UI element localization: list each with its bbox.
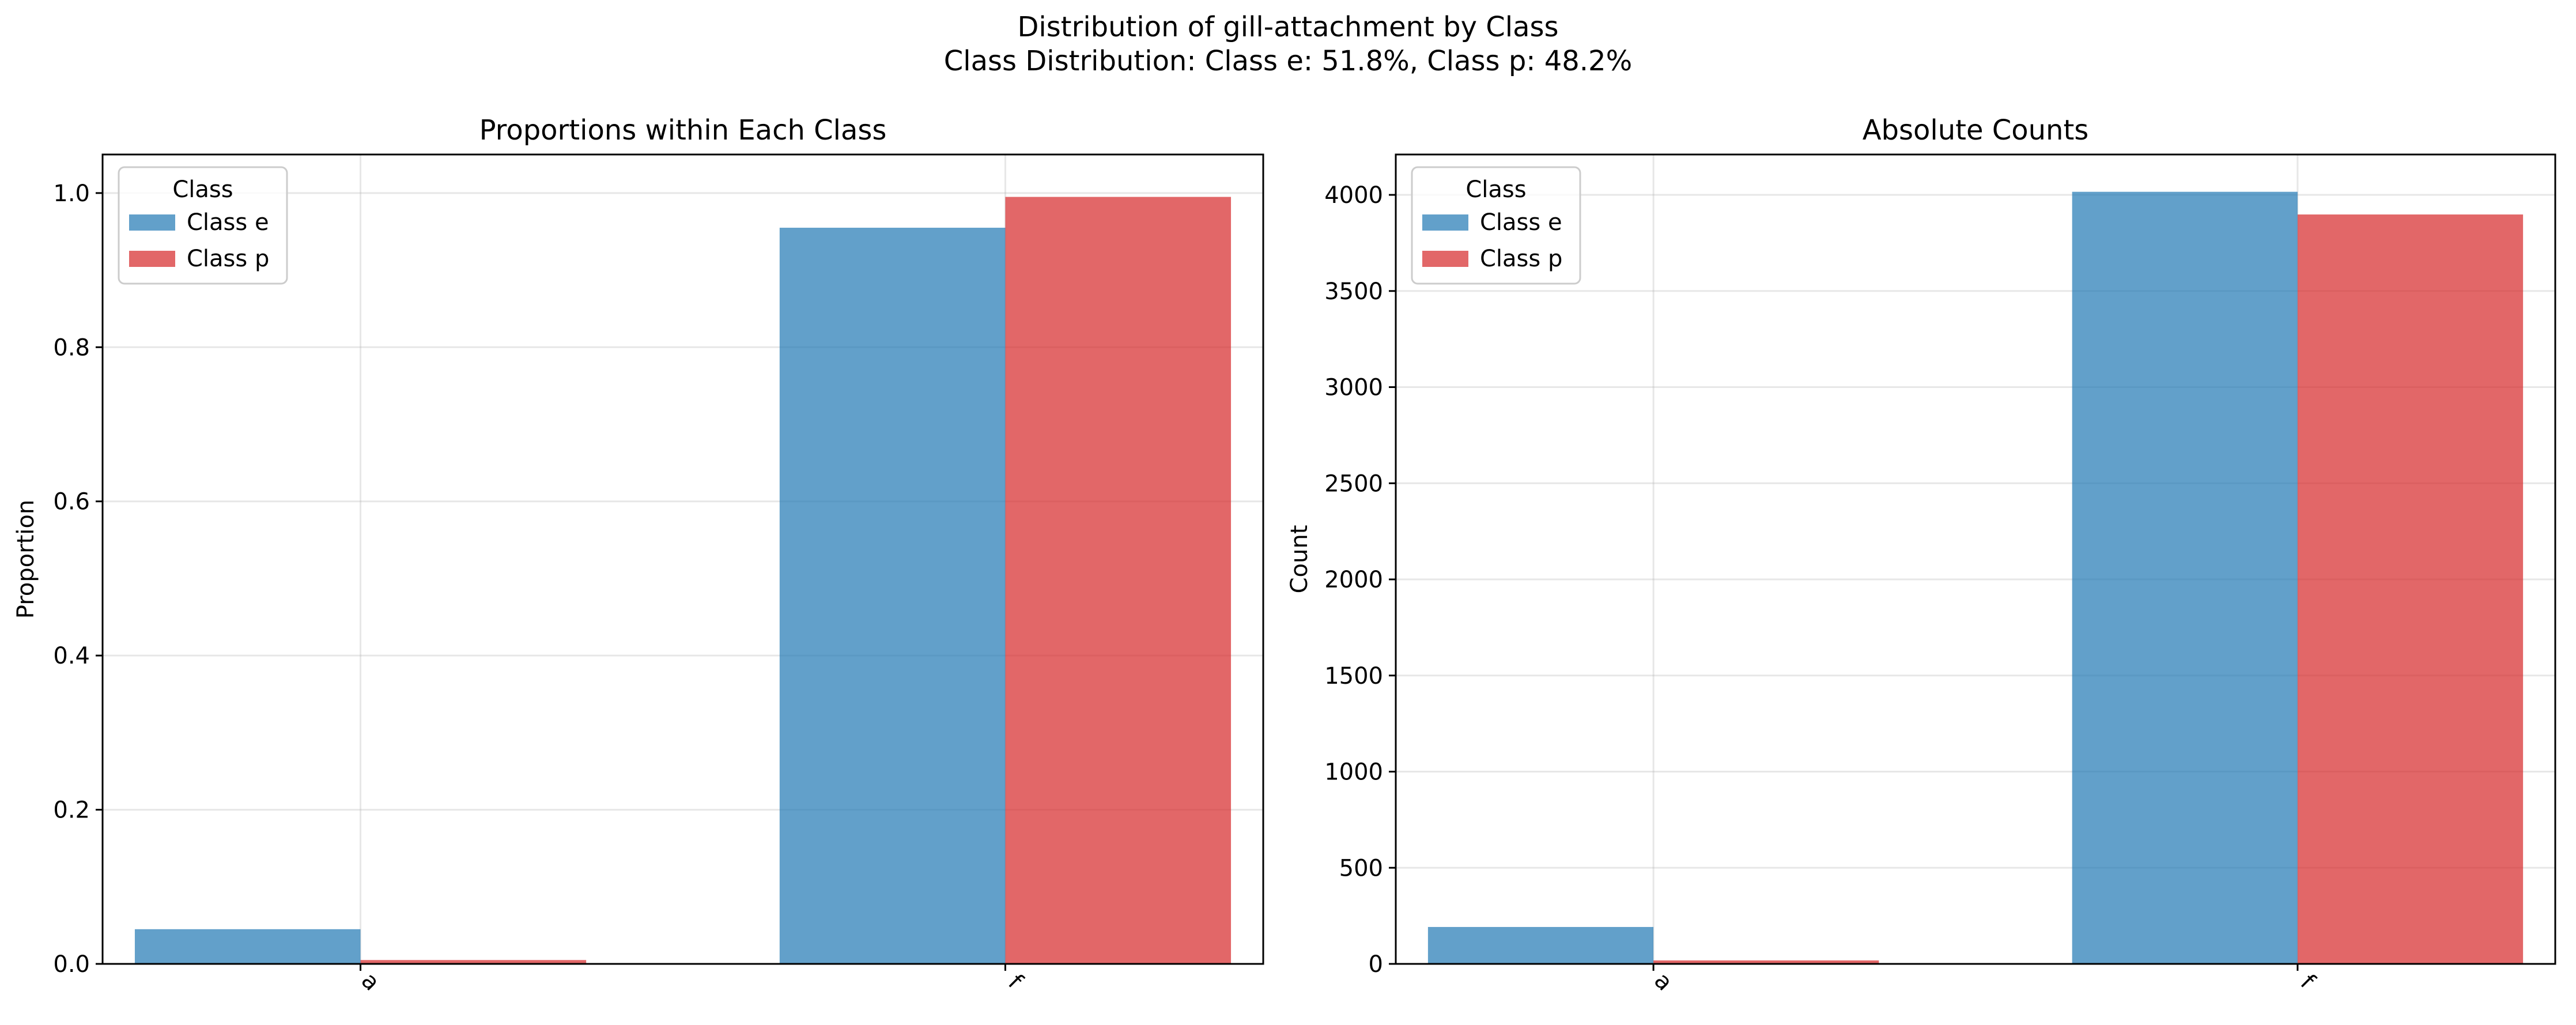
y-tick-label: 0.6 [53,489,90,515]
y-axis-label: Count [1286,525,1313,594]
proportions-chart: 0.0 0.2 0.4 0.6 0.8 1.0 a f Proportions within E… [13,114,1264,996]
bar-class-p-f [1005,197,1232,964]
y-tick-label: 0.0 [53,951,90,978]
legend-label-class-p: Class p [187,246,269,272]
legend-label-class-e: Class e [187,209,269,236]
legend-title: Class [172,176,233,203]
legend: Class Class e Class p [118,166,288,285]
y-tick-label: 1500 [1324,663,1383,689]
x-tick-label: a [356,967,385,996]
y-tick-label: 3000 [1324,375,1383,401]
counts-chart: 0 500 1000 1500 2000 2500 3000 3500 4000 a f Absolu… [1286,114,2556,996]
y-tick-label: 500 [1339,855,1383,881]
chart-title: Absolute Counts [1863,114,2089,146]
bar-class-e-a [1427,926,1654,964]
bar-class-e-a [134,929,361,964]
legend-swatch-class-e [1422,214,1468,231]
axes-frame [101,153,1264,965]
chart-title: Proportions within Each Class [479,114,887,146]
y-tick-label: 1.0 [53,180,90,207]
y-tick-label: 3500 [1324,278,1383,305]
legend-swatch-class-p [1422,251,1468,267]
y-tick-label: 0 [1369,951,1383,978]
x-tick-label: a [1649,967,1678,996]
axes-frame [1395,153,2556,965]
y-tick-label: 2000 [1324,567,1383,593]
figure-title: Distribution of gill-attachment by Class [1017,11,1558,43]
x-tick-label: f [2295,970,2320,994]
legend-label-class-p: Class p [1480,246,1562,272]
y-tick-label: 1000 [1324,759,1383,786]
figure-subtitle: Class Distribution: Class e: 51.8%, Clas… [944,45,1632,77]
bar-class-p-a [1653,960,1879,964]
bar-class-e-f [2072,191,2298,964]
legend-label-class-e: Class e [1480,209,1562,236]
x-tick-label: f [1003,970,1028,994]
legend-title: Class [1465,176,1526,203]
y-tick-label: 0.8 [53,334,90,361]
y-tick-label: 4000 [1324,182,1383,209]
y-tick-label: 0.4 [53,643,90,669]
y-axis-label: Proportion [13,500,39,619]
legend-swatch-class-e [129,214,175,231]
legend-swatch-class-p [129,251,175,267]
bar-class-e-f [779,228,1006,964]
legend: Class Class e Class p [1411,166,1581,285]
bar-class-p-f [2297,214,2524,964]
y-tick-label: 2500 [1324,470,1383,497]
bar-class-p-a [360,960,587,964]
y-tick-label: 0.2 [53,797,90,824]
